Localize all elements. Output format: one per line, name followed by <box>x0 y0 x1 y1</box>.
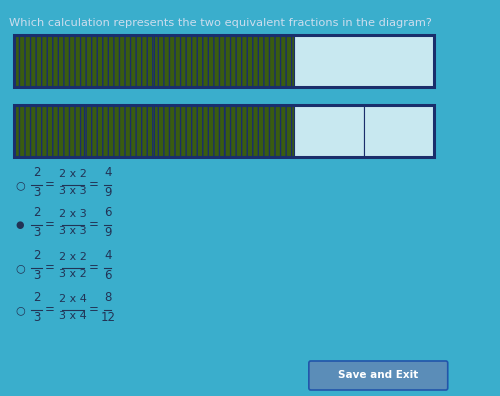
Text: 3 x 3: 3 x 3 <box>60 226 87 236</box>
Text: 2: 2 <box>33 249 40 262</box>
Text: =: = <box>88 179 98 192</box>
Text: 6: 6 <box>104 269 112 282</box>
Text: =: = <box>88 303 98 316</box>
Bar <box>14 35 434 87</box>
Bar <box>84 105 154 157</box>
Bar <box>294 35 434 87</box>
Text: 2 x 3: 2 x 3 <box>59 209 87 219</box>
Text: 2 x 4: 2 x 4 <box>59 294 87 304</box>
Text: 3: 3 <box>33 226 40 239</box>
Text: 3 x 3: 3 x 3 <box>60 186 87 196</box>
Bar <box>14 35 154 87</box>
Text: 4: 4 <box>104 166 112 179</box>
Text: 2: 2 <box>33 291 40 304</box>
Bar <box>14 105 84 157</box>
Text: 3: 3 <box>33 311 40 324</box>
Bar <box>224 105 294 157</box>
Text: =: = <box>44 179 54 192</box>
Text: =: = <box>44 219 54 232</box>
Text: 3 x 2: 3 x 2 <box>59 269 87 279</box>
Text: 2: 2 <box>33 206 40 219</box>
Text: Save and Exit: Save and Exit <box>338 371 418 381</box>
Text: =: = <box>88 219 98 232</box>
Text: 2: 2 <box>33 166 40 179</box>
Text: 3 x 4: 3 x 4 <box>59 311 87 321</box>
Bar <box>294 105 364 157</box>
FancyBboxPatch shape <box>309 361 448 390</box>
Text: ○: ○ <box>15 305 25 315</box>
Bar <box>154 35 294 87</box>
Bar <box>364 105 434 157</box>
Text: 12: 12 <box>100 311 116 324</box>
Text: 8: 8 <box>104 291 112 304</box>
Text: 4: 4 <box>104 249 112 262</box>
Text: 2 x 2: 2 x 2 <box>59 252 87 262</box>
Text: ○: ○ <box>15 263 25 273</box>
Text: =: = <box>44 261 54 274</box>
Text: 9: 9 <box>104 226 112 239</box>
Bar <box>154 105 224 157</box>
Text: =: = <box>44 303 54 316</box>
Text: 6: 6 <box>104 206 112 219</box>
Text: 3: 3 <box>33 269 40 282</box>
Text: 2 x 2: 2 x 2 <box>59 169 87 179</box>
Bar <box>14 105 434 157</box>
Text: 3: 3 <box>33 186 40 199</box>
Text: Which calculation represents the two equivalent fractions in the diagram?: Which calculation represents the two equ… <box>9 18 432 28</box>
Text: 9: 9 <box>104 186 112 199</box>
Text: =: = <box>88 261 98 274</box>
Text: ●: ● <box>16 220 24 230</box>
Text: ○: ○ <box>15 180 25 190</box>
